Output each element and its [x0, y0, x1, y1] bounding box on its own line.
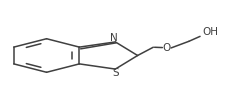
Text: N: N: [110, 33, 118, 43]
Text: O: O: [163, 43, 171, 53]
Text: S: S: [113, 68, 119, 78]
Text: OH: OH: [203, 27, 219, 37]
